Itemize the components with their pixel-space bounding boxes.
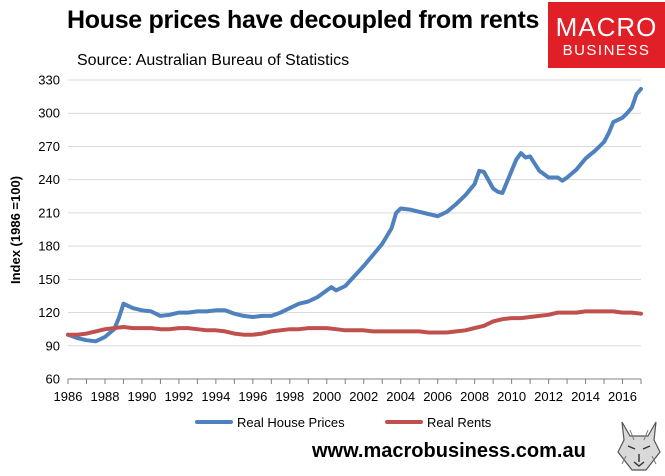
y-tick-label: 90 [46, 338, 60, 353]
chart-source: Source: Australian Bureau of Statistics [77, 52, 350, 69]
y-tick-label: 300 [38, 106, 60, 121]
brand-logo: MACRO BUSINESS [548, 2, 665, 68]
x-tick-label: 2000 [312, 389, 341, 404]
y-tick-label: 150 [38, 272, 60, 287]
x-tick-label: 1988 [91, 389, 120, 404]
wolf-icon [616, 418, 662, 474]
x-tick-label: 2004 [386, 389, 415, 404]
series [66, 86, 643, 344]
y-axis-label: Index (1986 =100) [8, 176, 23, 284]
x-tick-label: 2016 [608, 389, 637, 404]
chart-title: House prices have decoupled from rents [67, 6, 540, 34]
y-tick-labels: 60 90 120 150 180 210 240 270 300 330 [38, 73, 60, 387]
series-line-rents [66, 309, 643, 337]
x-tick-label: 2014 [571, 389, 600, 404]
x-tick-label: 2012 [534, 389, 563, 404]
x-tick-label: 1994 [201, 389, 230, 404]
legend-label: Real House Prices [237, 415, 345, 430]
y-tick-label: 240 [38, 172, 60, 187]
x-tick-label: 1998 [275, 389, 304, 404]
x-tick-label: 1996 [238, 389, 267, 404]
x-tick-label: 2010 [497, 389, 526, 404]
logo-line-2: BUSINESS [562, 42, 651, 59]
y-tick-label: 330 [38, 73, 60, 88]
x-tick-label: 2006 [423, 389, 452, 404]
y-tick-label: 60 [46, 372, 60, 387]
gridlines [68, 79, 641, 347]
y-tick-label: 210 [38, 205, 60, 220]
logo-line-1: MACRO [555, 12, 658, 42]
footer-url: www.macrobusiness.com.au [312, 440, 586, 462]
y-tick-label: 180 [38, 239, 60, 254]
y-tick-label: 270 [38, 139, 60, 154]
legend-label: Real Rents [427, 415, 492, 430]
x-tick-label: 2008 [460, 389, 489, 404]
legend: Real House Prices Real Rents [195, 415, 492, 430]
x-tick-labels: 1986 1988 1990 1992 1994 1996 1998 2000 2002 2004… [54, 389, 637, 404]
axes [67, 378, 642, 384]
x-tick-label: 2002 [349, 389, 378, 404]
y-tick-label: 120 [38, 305, 60, 320]
x-tick-label: 1986 [54, 389, 83, 404]
x-tick-label: 1990 [127, 389, 156, 404]
x-tick-label: 1992 [164, 389, 193, 404]
series-line-house-prices [66, 86, 643, 344]
